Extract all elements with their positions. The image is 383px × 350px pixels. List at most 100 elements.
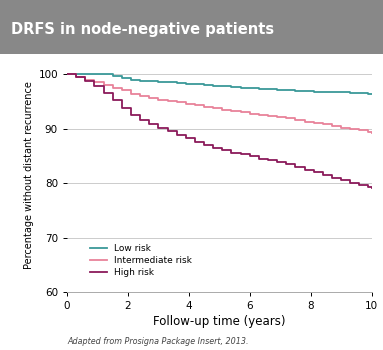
High risk [238, 152, 243, 156]
High risk [156, 125, 161, 130]
High risk [330, 176, 334, 180]
High risk [74, 75, 79, 79]
Intermediate risk [330, 124, 334, 128]
Low risk [311, 90, 316, 94]
High risk [183, 136, 188, 141]
Intermediate risk [366, 130, 371, 134]
High risk [101, 91, 106, 95]
Intermediate risk [156, 98, 161, 102]
Low risk [257, 87, 261, 91]
Low risk [302, 89, 307, 93]
Low risk [247, 86, 252, 90]
Intermediate risk [119, 88, 124, 92]
Intermediate risk [339, 125, 344, 130]
Low risk [330, 90, 334, 94]
Intermediate risk [138, 94, 142, 98]
Low risk [229, 85, 234, 89]
Low risk [293, 89, 298, 93]
Low risk [147, 79, 152, 83]
High risk [129, 113, 133, 117]
Low risk [138, 78, 142, 83]
Line: Low risk: Low risk [67, 74, 372, 94]
High risk [366, 185, 371, 189]
Intermediate risk [284, 116, 288, 120]
Intermediate risk [369, 131, 374, 135]
Low risk [129, 77, 133, 82]
Low risk [357, 91, 362, 95]
Intermediate risk [202, 105, 206, 109]
High risk [174, 133, 179, 137]
Intermediate risk [275, 115, 280, 119]
Low risk [156, 80, 161, 84]
Low risk [284, 88, 288, 92]
Low risk [92, 72, 97, 76]
Low risk [321, 90, 325, 94]
Low risk [339, 90, 344, 94]
Low risk [220, 84, 224, 88]
Intermediate risk [238, 110, 243, 114]
High risk [119, 106, 124, 110]
Intermediate risk [311, 121, 316, 125]
Low risk [119, 76, 124, 80]
Text: DRFS in node-negative patients: DRFS in node-negative patients [11, 22, 275, 37]
High risk [165, 129, 170, 133]
Intermediate risk [302, 119, 307, 124]
High risk [293, 165, 298, 169]
Intermediate risk [247, 112, 252, 116]
Legend: Low risk, Intermediate risk, High risk: Low risk, Intermediate risk, High risk [87, 240, 195, 281]
Intermediate risk [266, 114, 270, 118]
Intermediate risk [83, 77, 88, 82]
Intermediate risk [65, 72, 69, 76]
High risk [147, 122, 152, 126]
High risk [321, 173, 325, 177]
Intermediate risk [321, 122, 325, 126]
Low risk [369, 92, 374, 96]
Intermediate risk [129, 92, 133, 96]
High risk [229, 150, 234, 155]
Intermediate risk [110, 86, 115, 90]
High risk [357, 183, 362, 187]
Intermediate risk [101, 83, 106, 87]
Intermediate risk [293, 118, 298, 122]
High risk [220, 148, 224, 153]
High risk [302, 167, 307, 172]
Intermediate risk [211, 106, 216, 110]
Low risk [165, 80, 170, 84]
Intermediate risk [183, 102, 188, 106]
Intermediate risk [74, 75, 79, 79]
Low risk [65, 72, 69, 76]
Intermediate risk [220, 107, 224, 112]
High risk [369, 186, 374, 190]
Line: Intermediate risk: Intermediate risk [67, 74, 372, 133]
Low risk [366, 92, 371, 96]
Intermediate risk [174, 100, 179, 105]
High risk [193, 140, 197, 145]
Intermediate risk [147, 96, 152, 100]
High risk [275, 160, 280, 164]
High risk [202, 143, 206, 147]
High risk [83, 78, 88, 83]
X-axis label: Follow-up time (years): Follow-up time (years) [153, 315, 285, 328]
Intermediate risk [257, 113, 261, 117]
Low risk [193, 82, 197, 86]
High risk [257, 156, 261, 161]
High risk [92, 84, 97, 88]
Low risk [101, 72, 106, 76]
Line: High risk: High risk [67, 74, 372, 188]
Intermediate risk [165, 99, 170, 103]
Low risk [83, 72, 88, 76]
High risk [247, 154, 252, 158]
Y-axis label: Percentage without distant recurrence: Percentage without distant recurrence [24, 81, 34, 269]
Low risk [211, 83, 216, 88]
High risk [266, 158, 270, 162]
Low risk [183, 82, 188, 86]
Low risk [110, 74, 115, 78]
Low risk [238, 86, 243, 90]
Low risk [74, 72, 79, 76]
Text: Adapted from Prosigna Package Insert, 2013.: Adapted from Prosigna Package Insert, 20… [67, 337, 249, 346]
High risk [311, 170, 316, 174]
High risk [138, 118, 142, 122]
Intermediate risk [348, 127, 352, 131]
High risk [110, 98, 115, 103]
Intermediate risk [92, 80, 97, 84]
